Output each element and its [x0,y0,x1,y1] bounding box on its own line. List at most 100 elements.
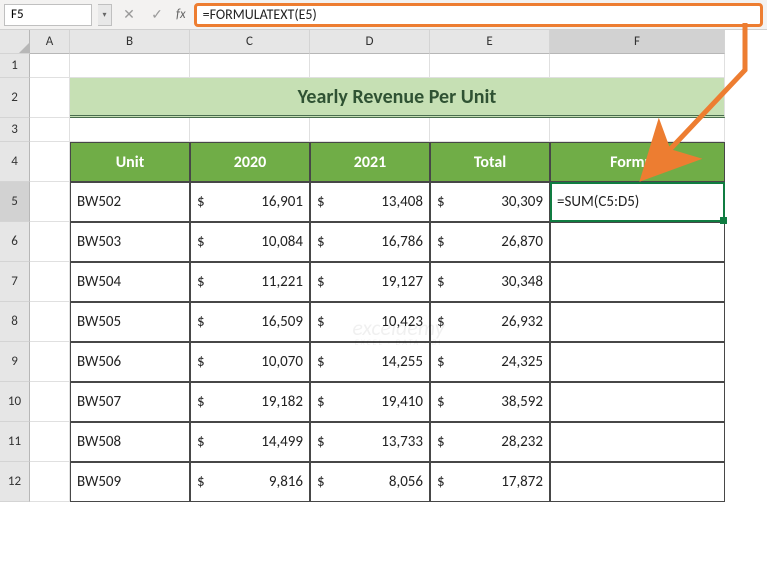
cell[interactable] [70,118,190,142]
col-header[interactable]: C [190,30,310,54]
row-header[interactable]: 7 [0,262,30,302]
spreadsheet-area: 1 2 3 4 5 6 7 8 9 10 11 12 A B C D E F [0,30,767,560]
formula-cell[interactable] [550,302,725,342]
currency-symbol: $ [437,233,451,251]
row-header[interactable]: 5 [0,182,30,222]
formula-cell[interactable] [550,262,725,302]
cell[interactable] [310,54,430,78]
row-header[interactable]: 9 [0,342,30,382]
name-box[interactable]: F5 [4,4,92,26]
money-cell[interactable]: $10,070 [190,342,310,382]
table-header-cell[interactable]: 2020 [190,142,310,182]
money-cell[interactable]: $19,410 [310,382,430,422]
formula-cell[interactable] [550,222,725,262]
currency-symbol: $ [197,433,211,451]
money-value: 16,901 [211,193,303,211]
money-cell[interactable]: $38,592 [430,382,550,422]
cell[interactable] [30,262,70,302]
table-header-cell[interactable]: Total [430,142,550,182]
unit-cell[interactable]: BW503 [70,222,190,262]
cancel-formula-icon[interactable]: ✕ [118,4,140,26]
cell[interactable] [30,118,70,142]
unit-cell[interactable]: BW507 [70,382,190,422]
row-header[interactable]: 4 [0,142,30,182]
money-cell[interactable]: $13,733 [310,422,430,462]
money-cell[interactable]: $13,408 [310,182,430,222]
row-header[interactable]: 8 [0,302,30,342]
unit-cell[interactable]: BW502 [70,182,190,222]
cell[interactable] [70,54,190,78]
money-cell[interactable]: $16,786 [310,222,430,262]
money-cell[interactable]: $26,932 [430,302,550,342]
cell[interactable] [550,118,725,142]
unit-cell[interactable]: BW504 [70,262,190,302]
formula-cell[interactable] [550,422,725,462]
cell[interactable] [190,118,310,142]
cell[interactable] [30,382,70,422]
cell[interactable] [30,342,70,382]
cell[interactable] [190,54,310,78]
table-header-cell[interactable]: 2021 [310,142,430,182]
money-cell[interactable]: $24,325 [430,342,550,382]
cell[interactable] [30,182,70,222]
row-header[interactable]: 1 [0,54,30,78]
col-header[interactable]: F [550,30,725,54]
accept-formula-icon[interactable]: ✓ [146,4,168,26]
row-header[interactable]: 10 [0,382,30,422]
formula-input[interactable]: =FORMULATEXT(E5) [203,6,317,23]
currency-symbol: $ [437,313,451,331]
cell[interactable] [30,78,70,118]
money-cell[interactable]: $30,348 [430,262,550,302]
currency-symbol: $ [197,193,211,211]
cell[interactable] [30,222,70,262]
money-cell[interactable]: $14,255 [310,342,430,382]
cell[interactable] [30,462,70,502]
money-cell[interactable]: $10,084 [190,222,310,262]
money-cell[interactable]: $10,423 [310,302,430,342]
row-header[interactable]: 12 [0,462,30,502]
table-header-cell[interactable]: Unit [70,142,190,182]
unit-cell[interactable]: BW505 [70,302,190,342]
table-header-cell[interactable]: Formula [550,142,725,182]
row-header[interactable]: 3 [0,118,30,142]
cell[interactable] [550,54,725,78]
formula-cell[interactable] [550,342,725,382]
money-cell[interactable]: $14,499 [190,422,310,462]
col-header[interactable]: D [310,30,430,54]
money-cell[interactable]: $30,309 [430,182,550,222]
cell[interactable] [430,118,550,142]
money-cell[interactable]: $19,182 [190,382,310,422]
title-cell[interactable]: Yearly Revenue Per Unit [70,78,725,118]
unit-cell[interactable]: BW509 [70,462,190,502]
money-cell[interactable]: $17,872 [430,462,550,502]
cell[interactable] [310,118,430,142]
row-header[interactable]: 2 [0,78,30,118]
money-cell[interactable]: $19,127 [310,262,430,302]
row-header[interactable]: 6 [0,222,30,262]
cell[interactable] [430,54,550,78]
unit-cell[interactable]: BW506 [70,342,190,382]
cell[interactable] [30,142,70,182]
col-header[interactable]: E [430,30,550,54]
name-box-dropdown[interactable]: ▾ [98,4,112,26]
col-header[interactable]: B [70,30,190,54]
cell[interactable] [30,54,70,78]
formula-cell[interactable] [550,462,725,502]
money-cell[interactable]: $16,901 [190,182,310,222]
money-cell[interactable]: $16,509 [190,302,310,342]
money-cell[interactable]: $28,232 [430,422,550,462]
cell[interactable] [30,422,70,462]
money-cell[interactable]: $9,816 [190,462,310,502]
unit-cell[interactable]: BW508 [70,422,190,462]
money-cell[interactable]: $8,056 [310,462,430,502]
fx-icon[interactable]: fx [174,7,188,22]
money-cell[interactable]: $11,221 [190,262,310,302]
select-all-corner[interactable] [0,30,30,54]
formula-cell[interactable]: =SUM(C5:D5) [550,182,725,222]
formula-input-highlight: =FORMULATEXT(E5) [194,3,763,27]
row-header[interactable]: 11 [0,422,30,462]
money-cell[interactable]: $26,870 [430,222,550,262]
col-header[interactable]: A [30,30,70,54]
formula-cell[interactable] [550,382,725,422]
cell[interactable] [30,302,70,342]
